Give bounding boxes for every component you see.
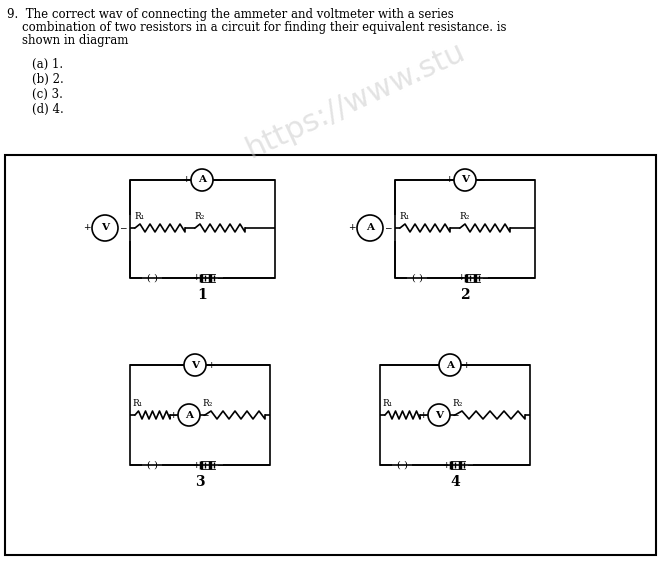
Text: −: − — [176, 360, 183, 369]
Text: −: − — [214, 175, 221, 184]
Bar — [130, 365, 270, 465]
Text: +: + — [442, 460, 449, 469]
Text: R₁: R₁ — [132, 399, 142, 408]
Text: +: + — [192, 274, 200, 283]
Text: combination of two resistors in a circuit for finding their equivalent resistanc: combination of two resistors in a circui… — [7, 21, 506, 34]
Circle shape — [428, 404, 450, 426]
Text: +: + — [420, 411, 427, 420]
Text: R₂: R₂ — [194, 212, 204, 221]
Text: +: + — [207, 360, 215, 369]
Text: 1: 1 — [198, 288, 208, 302]
Text: −: − — [481, 274, 488, 283]
Text: A: A — [446, 360, 454, 369]
Text: −: − — [466, 460, 474, 469]
Circle shape — [178, 404, 200, 426]
Text: 9.  The correct wav of connecting the ammeter and voltmeter with a series: 9. The correct wav of connecting the amm… — [7, 8, 453, 21]
Text: ( ): ( ) — [147, 274, 157, 283]
Text: (a) 1.: (a) 1. — [32, 58, 63, 71]
Text: −: − — [201, 411, 208, 420]
Text: R₂: R₂ — [459, 212, 469, 221]
Text: R₁: R₁ — [134, 212, 144, 221]
Text: R₂: R₂ — [202, 399, 212, 408]
Text: −: − — [451, 411, 459, 420]
Text: A: A — [198, 175, 206, 184]
Text: +: + — [169, 411, 177, 420]
Bar — [5, 155, 656, 555]
Circle shape — [184, 354, 206, 376]
Text: R₁: R₁ — [382, 399, 392, 408]
Bar — [395, 180, 535, 278]
Text: +: + — [446, 175, 453, 184]
Text: +: + — [457, 274, 465, 283]
Circle shape — [454, 169, 476, 191]
Text: +: + — [348, 223, 356, 232]
Text: R₁: R₁ — [399, 212, 409, 221]
Circle shape — [191, 169, 213, 191]
Text: −: − — [216, 460, 224, 469]
Text: V: V — [461, 175, 469, 184]
Circle shape — [92, 215, 118, 241]
Text: +: + — [462, 360, 469, 369]
Text: https://www.stu: https://www.stu — [241, 37, 469, 163]
Text: 2: 2 — [460, 288, 470, 302]
Text: ( ): ( ) — [397, 460, 407, 469]
Text: A: A — [185, 411, 193, 420]
Text: (c) 3.: (c) 3. — [32, 88, 63, 101]
Text: 3: 3 — [195, 475, 205, 489]
Circle shape — [357, 215, 383, 241]
Text: (b) 2.: (b) 2. — [32, 73, 63, 86]
Text: −: − — [119, 223, 126, 232]
Text: shown in diagram: shown in diagram — [7, 34, 128, 47]
Text: +: + — [182, 175, 190, 184]
Text: ( ): ( ) — [412, 274, 422, 283]
Text: +: + — [83, 223, 91, 232]
Bar — [130, 180, 275, 278]
Text: −: − — [430, 360, 438, 369]
Text: V: V — [191, 360, 199, 369]
Text: +: + — [192, 460, 200, 469]
Circle shape — [439, 354, 461, 376]
Text: (d) 4.: (d) 4. — [32, 103, 63, 116]
Text: −: − — [477, 175, 485, 184]
Text: −: − — [216, 274, 224, 283]
Text: V: V — [101, 223, 109, 232]
Text: V: V — [435, 411, 443, 420]
Bar — [380, 365, 530, 465]
Text: 4: 4 — [450, 475, 460, 489]
Text: A: A — [366, 223, 374, 232]
Text: ( ): ( ) — [147, 460, 157, 469]
Text: −: − — [384, 223, 391, 232]
Text: R₂: R₂ — [452, 399, 463, 408]
